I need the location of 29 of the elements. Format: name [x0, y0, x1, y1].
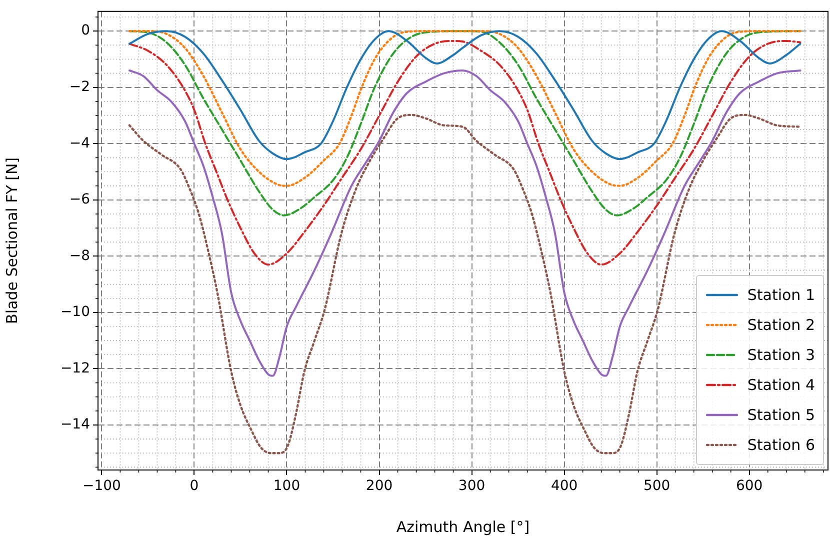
y-tick-label: −12	[60, 360, 90, 376]
x-tick-label: 100	[273, 478, 300, 494]
legend-label: Station 1	[747, 286, 815, 304]
legend-label: Station 5	[747, 406, 815, 424]
line-series	[128, 40, 802, 266]
x-tick-label: 0	[190, 478, 199, 494]
line-series	[128, 114, 802, 454]
y-tick-label: −2	[69, 79, 90, 96]
x-tick-label: 200	[366, 478, 393, 494]
x-tick-label: −100	[82, 478, 121, 494]
x-tick-label: 300	[458, 478, 486, 494]
y-axis-title: Blade Sectional FY [N]	[2, 157, 21, 324]
y-tick-label: −6	[69, 192, 90, 208]
legend-label: Station 2	[747, 316, 815, 334]
y-tick-label: −10	[60, 304, 90, 320]
line-series	[128, 30, 802, 187]
x-tick-label: 500	[643, 478, 670, 494]
y-tick-label: −8	[69, 248, 90, 264]
y-tick-label: −14	[60, 416, 90, 433]
x-axis-title: Azimuth Angle [°]	[396, 518, 530, 536]
y-tick-label: −4	[69, 135, 90, 152]
legend-label: Station 6	[747, 436, 815, 454]
line-series	[128, 69, 802, 377]
legend-label: Station 3	[747, 346, 815, 364]
line-series	[128, 30, 802, 160]
x-tick-label: 400	[550, 478, 578, 494]
legend-label: Station 4	[747, 376, 815, 394]
x-tick-label: 600	[736, 478, 763, 494]
y-tick-label: 0	[81, 22, 90, 39]
